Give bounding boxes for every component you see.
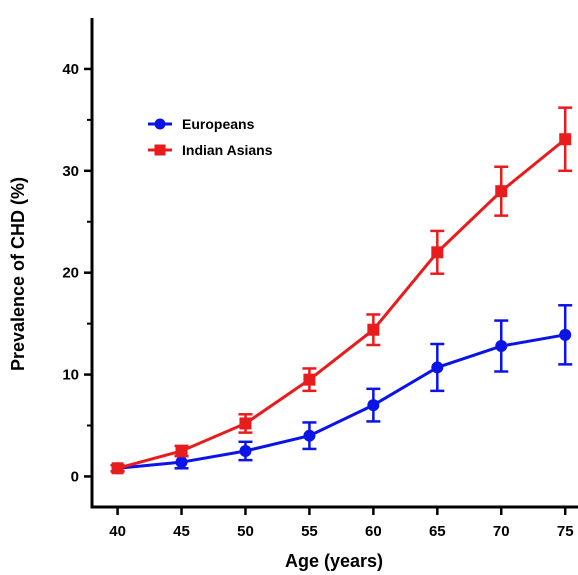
series-line: [117, 333, 566, 470]
x-axis-title: Age (years): [285, 551, 383, 571]
data-point: [303, 429, 316, 442]
x-tick-label: 50: [237, 523, 254, 540]
x-tick-label: 60: [365, 523, 382, 540]
y-tick-label: 0: [71, 468, 79, 485]
axes: 0 10 20 30 40 40 45 50 55 60 65 70 75: [62, 18, 578, 540]
series-line: [117, 138, 567, 470]
data-point: [495, 185, 508, 198]
y-tick-label: 30: [62, 163, 79, 180]
x-tick-label: 45: [173, 523, 190, 540]
data-point: [559, 328, 572, 341]
y-tick-label: 20: [62, 265, 79, 282]
legend-marker: [154, 144, 166, 156]
data-point: [367, 323, 380, 336]
data-point: [175, 456, 188, 469]
data-point: [559, 133, 572, 146]
data-point: [239, 417, 252, 430]
data-point: [111, 462, 124, 475]
x-tick-label: 70: [493, 523, 510, 540]
data-point: [303, 373, 316, 386]
legend-marker: [154, 118, 166, 130]
legend: Europeans Indian Asians: [148, 116, 273, 158]
data-point: [175, 444, 188, 457]
data-point: [239, 444, 252, 457]
data-point: [431, 246, 444, 259]
x-tick-label: 65: [429, 523, 446, 540]
series-indian-asians: [110, 106, 573, 475]
x-tick-label: 40: [109, 523, 126, 540]
y-tick-label: 40: [62, 61, 79, 78]
x-tick-label: 55: [301, 523, 318, 540]
x-tick-label: 75: [557, 523, 574, 540]
legend-label: Indian Asians: [182, 142, 273, 158]
data-point: [367, 399, 380, 412]
data-point: [495, 340, 508, 353]
plot-area: [110, 106, 573, 475]
y-axis-title: Prevalence of CHD (%): [8, 177, 28, 371]
y-tick-label: 10: [62, 367, 79, 384]
legend-label: Europeans: [182, 116, 255, 132]
data-point: [431, 361, 444, 374]
